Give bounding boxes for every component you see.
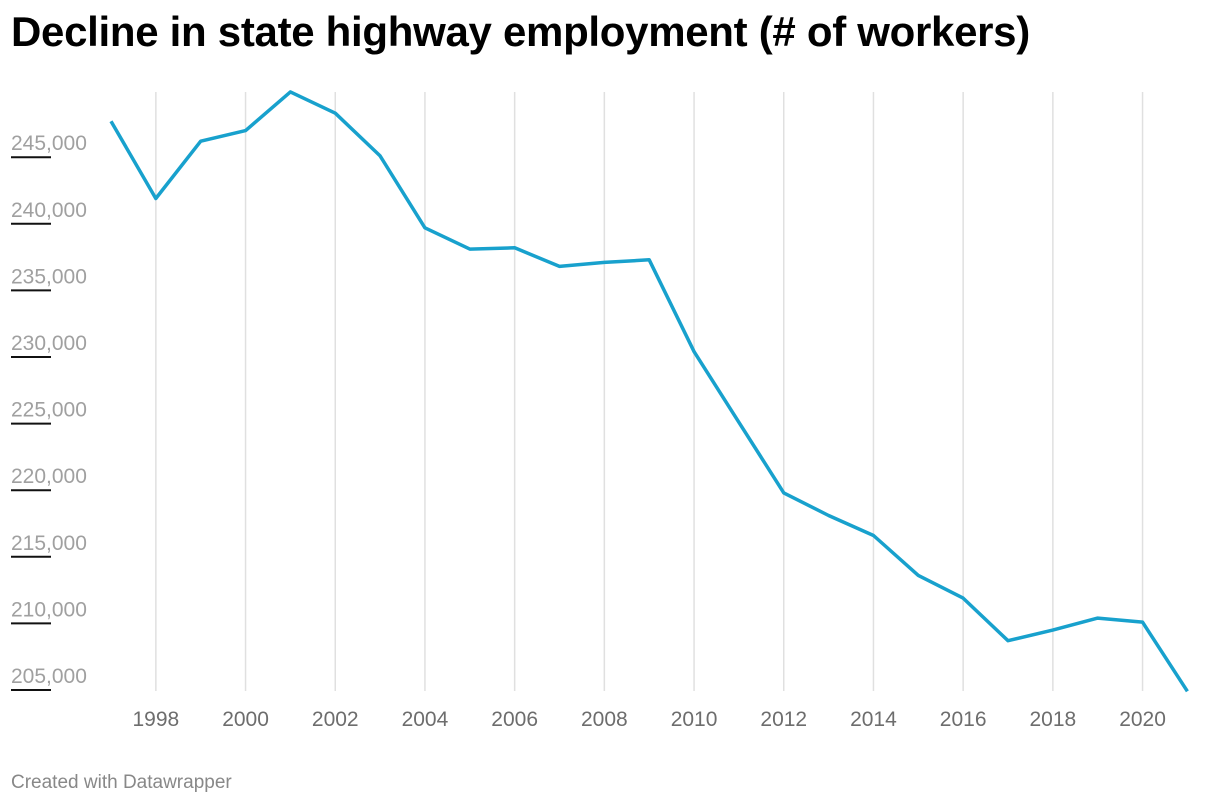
y-tick-label: 230,000 — [11, 332, 87, 355]
y-tick-label: 240,000 — [11, 199, 87, 222]
y-tick-label: 225,000 — [11, 399, 87, 422]
footer-credit: Created with Datawrapper — [11, 772, 232, 793]
x-tick-label: 2018 — [1029, 708, 1076, 731]
y-tick-label: 205,000 — [11, 665, 87, 688]
x-tick-label: 2012 — [760, 708, 807, 731]
vertical-gridlines — [155, 92, 1144, 691]
x-axis: 1998 2000 2002 2004 2006 2008 2010 2012 2014 2016… — [132, 708, 1165, 731]
x-tick-label: 2004 — [402, 708, 449, 731]
x-tick-label: 2002 — [312, 708, 359, 731]
x-tick-label: 2020 — [1119, 708, 1166, 731]
y-tick-label: 235,000 — [11, 265, 87, 288]
y-tick-label: 215,000 — [11, 532, 87, 555]
y-tick-label: 245,000 — [11, 132, 87, 155]
x-tick-label: 2014 — [850, 708, 897, 731]
x-tick-label: 2006 — [491, 708, 538, 731]
x-tick-label: 1998 — [132, 708, 179, 731]
employment-line — [109, 90, 1189, 693]
y-tick-label: 210,000 — [11, 598, 87, 621]
x-tick-label: 2000 — [222, 708, 269, 731]
x-tick-label: 2010 — [671, 708, 718, 731]
y-axis: 205,000 210,000 215,000 220,000 225,000 230,0… — [11, 132, 87, 691]
x-tick-label: 2008 — [581, 708, 628, 731]
chart-title: Decline in state highway employment (# o… — [11, 8, 1030, 55]
y-tick-label: 220,000 — [11, 465, 87, 488]
x-tick-label: 2016 — [940, 708, 987, 731]
